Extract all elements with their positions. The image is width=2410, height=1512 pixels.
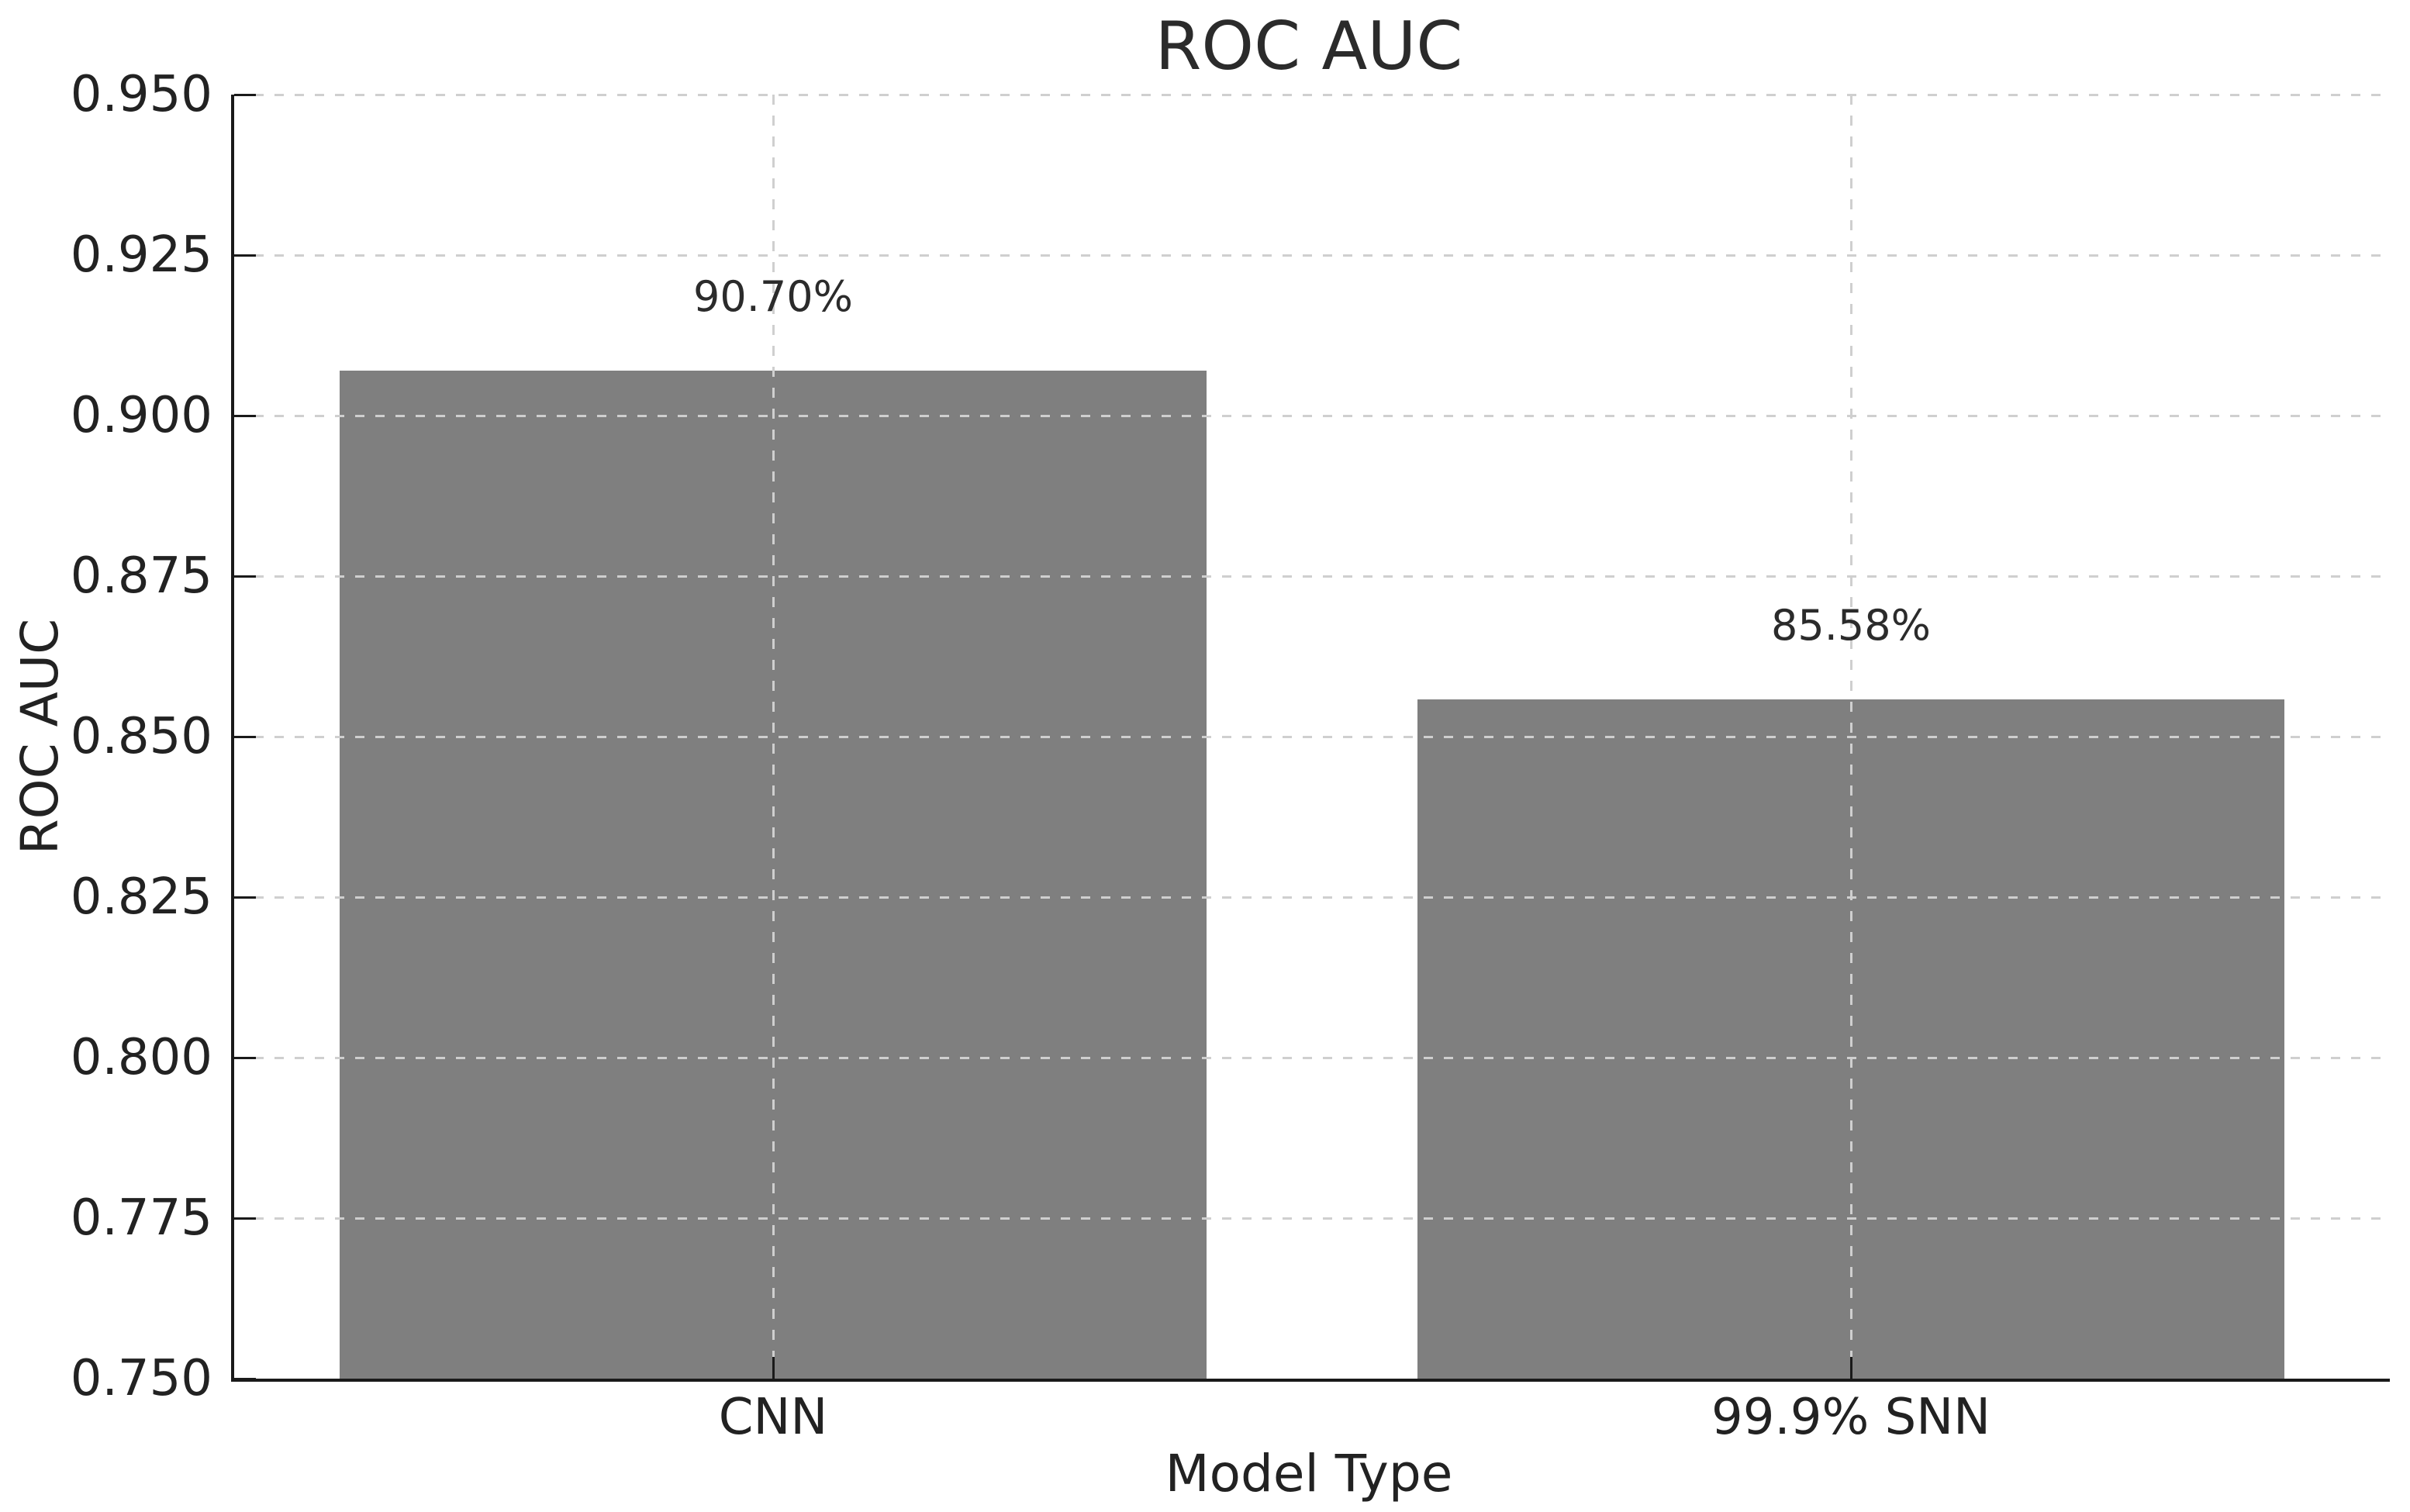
y-tick-mark <box>234 575 256 578</box>
y-tick-label: 0.750 <box>70 1350 212 1407</box>
x-axis-label: Model Type <box>1165 1444 1453 1503</box>
horizontal-gridline <box>234 93 2390 96</box>
y-tick-label: 0.800 <box>70 1029 212 1086</box>
y-axis-label: ROC AUC <box>10 618 70 855</box>
horizontal-gridline <box>234 735 2390 738</box>
plot-area: 0.750 0.775 0.800 0.825 0.850 0.875 0.900 0.925… <box>71 70 2390 1442</box>
x-tick-label: CNN <box>718 1389 828 1446</box>
horizontal-gridline <box>234 575 2390 578</box>
y-tick-mark <box>234 414 256 417</box>
bar-value-label: 85.58% <box>1771 600 1931 650</box>
x-tick-mark <box>1849 1357 1852 1379</box>
y-tick-label: 0.950 <box>70 66 212 123</box>
y-tick-label: 0.775 <box>70 1189 212 1247</box>
vertical-gridline <box>1849 95 1852 1379</box>
horizontal-gridline <box>234 896 2390 899</box>
y-tick-mark <box>234 1056 256 1059</box>
y-tick-label: 0.825 <box>70 868 212 926</box>
chart-title: ROC AUC <box>1155 8 1463 85</box>
vertical-gridline <box>772 95 775 1379</box>
bar-value-label: 90.70% <box>693 272 853 322</box>
horizontal-gridline <box>234 254 2390 257</box>
y-tick-label: 0.850 <box>70 708 212 765</box>
horizontal-gridline <box>234 1217 2390 1220</box>
y-tick-mark <box>234 1217 256 1220</box>
horizontal-gridline <box>234 414 2390 417</box>
y-tick-mark <box>234 735 256 738</box>
y-tick-label: 0.900 <box>70 387 212 444</box>
x-tick-mark <box>772 1357 775 1379</box>
horizontal-gridline <box>234 1056 2390 1059</box>
x-tick-label: 99.9% SNN <box>1711 1389 1991 1446</box>
y-tick-mark <box>234 1377 256 1380</box>
y-tick-label: 0.875 <box>70 547 212 605</box>
y-tick-label: 0.925 <box>70 226 212 284</box>
y-tick-mark <box>234 93 256 96</box>
y-tick-mark <box>234 254 256 257</box>
y-tick-mark <box>234 896 256 899</box>
